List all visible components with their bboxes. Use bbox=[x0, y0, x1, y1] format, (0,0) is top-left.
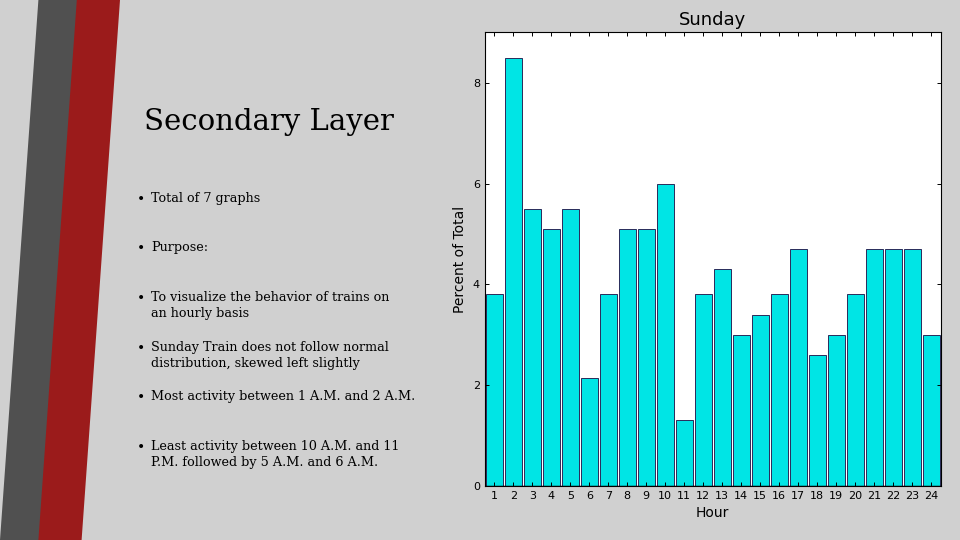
Bar bbox=[562, 209, 579, 486]
Bar bbox=[524, 209, 540, 486]
Bar bbox=[486, 294, 503, 486]
Bar bbox=[695, 294, 711, 486]
Bar bbox=[505, 58, 521, 486]
Text: •: • bbox=[136, 440, 145, 454]
Bar bbox=[771, 294, 787, 486]
Y-axis label: Percent of Total: Percent of Total bbox=[453, 206, 468, 313]
Text: Sunday Train does not follow normal
distribution, skewed left slightly: Sunday Train does not follow normal dist… bbox=[151, 341, 389, 370]
Bar bbox=[828, 335, 845, 486]
Bar bbox=[866, 249, 882, 486]
Bar bbox=[904, 249, 921, 486]
Bar bbox=[923, 335, 940, 486]
Bar bbox=[885, 249, 901, 486]
Title: Sunday: Sunday bbox=[679, 11, 747, 30]
Bar bbox=[581, 377, 598, 486]
Bar bbox=[847, 294, 864, 486]
Bar bbox=[638, 229, 655, 486]
Bar bbox=[752, 315, 769, 486]
Text: Purpose:: Purpose: bbox=[151, 241, 208, 254]
Text: •: • bbox=[136, 241, 145, 255]
Bar bbox=[619, 229, 636, 486]
Text: •: • bbox=[136, 390, 145, 404]
Bar bbox=[657, 184, 674, 486]
Text: •: • bbox=[136, 291, 145, 305]
Bar bbox=[676, 421, 693, 486]
Text: •: • bbox=[136, 341, 145, 355]
Bar bbox=[543, 229, 560, 486]
Text: Secondary Layer: Secondary Layer bbox=[144, 108, 394, 136]
Text: Most activity between 1 A.M. and 2 A.M.: Most activity between 1 A.M. and 2 A.M. bbox=[151, 390, 416, 403]
Bar bbox=[790, 249, 806, 486]
X-axis label: Hour: Hour bbox=[696, 507, 730, 521]
Bar bbox=[600, 294, 616, 486]
Text: Least activity between 10 A.M. and 11
P.M. followed by 5 A.M. and 6 A.M.: Least activity between 10 A.M. and 11 P.… bbox=[151, 440, 399, 469]
Polygon shape bbox=[0, 0, 82, 540]
Polygon shape bbox=[38, 0, 120, 540]
Bar bbox=[809, 355, 826, 486]
Text: •: • bbox=[136, 192, 145, 206]
Bar bbox=[732, 335, 750, 486]
Text: To visualize the behavior of trains on
an hourly basis: To visualize the behavior of trains on a… bbox=[151, 291, 390, 320]
Bar bbox=[714, 269, 731, 486]
Text: Total of 7 graphs: Total of 7 graphs bbox=[151, 192, 260, 205]
